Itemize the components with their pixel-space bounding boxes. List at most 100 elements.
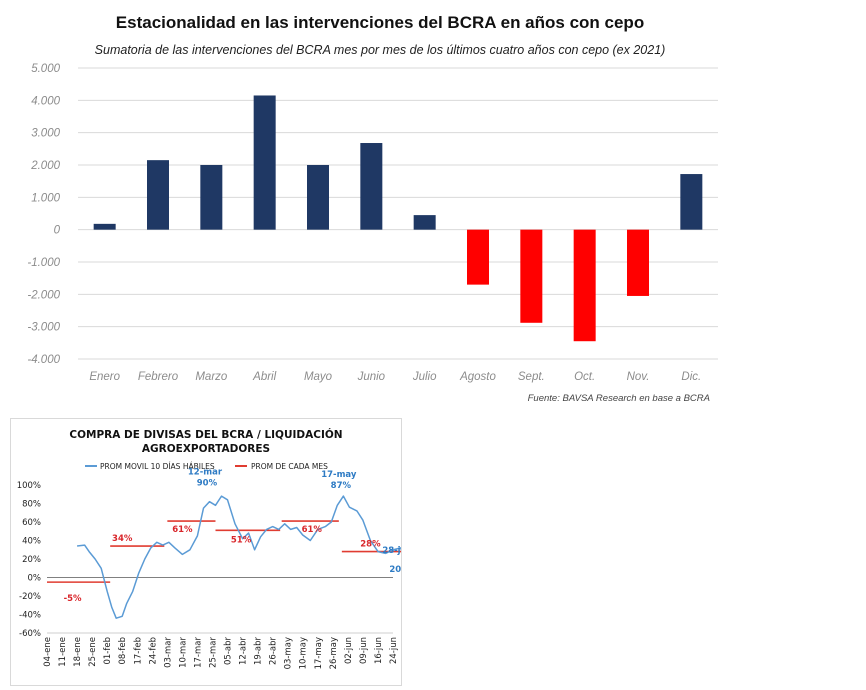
chart2-x-tick-label: 25-ene — [88, 637, 98, 667]
chart2-x-tick-label: 04-ene — [43, 637, 53, 667]
bar-junio — [360, 143, 383, 230]
monthly-average-label: 34% — [112, 534, 133, 544]
bar-abril — [253, 95, 276, 230]
chart2-x-tick-label: 05-abr — [224, 636, 234, 664]
chart1-y-tick-label: 2.000 — [30, 160, 60, 172]
chart2-y-tick-label: 60% — [22, 518, 41, 528]
line-chart-panel: COMPRA DE DIVISAS DEL BCRA / LIQUIDACIÓN… — [10, 418, 402, 686]
chart1-grid — [78, 67, 718, 360]
chart2-x-tick-label: 18-ene — [73, 637, 83, 667]
bar-febrero — [147, 160, 169, 230]
chart2-x-tick-label: 12-abr — [239, 636, 249, 664]
chart1-x-tick-label: Enero — [89, 371, 120, 383]
bar-sept — [520, 229, 543, 323]
chart1-x-tick-label: Abril — [252, 371, 276, 383]
chart2-x-tick-label: 03-mar — [163, 637, 173, 668]
chart1-y-tick-label: -3.000 — [27, 322, 60, 334]
chart1-x-tick-label: Junio — [357, 371, 386, 383]
chart2-x-tick-label: 26-abr — [269, 636, 279, 664]
bar-julio — [413, 215, 436, 230]
chart2-x-tick-label: 03-may — [284, 637, 294, 669]
chart2-monthly-average-segments — [47, 520, 401, 583]
chart2-moving-average-series — [77, 495, 401, 619]
chart2-x-tick-label: 24-feb — [148, 637, 158, 665]
peak-annotation-date: 28-jun — [382, 546, 401, 556]
chart1-x-tick-label: Febrero — [138, 371, 179, 383]
chart1-y-axis: 5.000 4.000 3.000 2.000 1.000 0 -1.000 -2.000 -3… — [27, 63, 60, 366]
chart2-y-tick-label: 100% — [17, 481, 41, 491]
chart2-x-tick-label: 17-may — [314, 637, 324, 669]
monthly-average-label: 61% — [302, 525, 323, 535]
chart1-x-tick-label: Oct. — [574, 371, 595, 383]
chart2-title-line2: AGROEXPORTADORES — [142, 443, 270, 455]
bar-oct — [573, 229, 596, 342]
chart2-title-line1: COMPRA DE DIVISAS DEL BCRA / LIQUIDACIÓN — [69, 428, 342, 441]
chart2-y-tick-label: -60% — [19, 629, 41, 639]
chart1-y-tick-label: -1.000 — [27, 257, 60, 269]
chart2-y-tick-label: -40% — [19, 611, 41, 621]
chart2-x-tick-label: 19-abr — [254, 636, 264, 664]
chart2-y-tick-label: 80% — [22, 500, 41, 510]
chart1-bars — [93, 95, 703, 342]
chart2-x-tick-label: 25-mar — [208, 637, 218, 668]
chart1-subtitle: Sumatoria de las intervenciones del BCRA… — [95, 43, 666, 57]
chart1-title: Estacionalidad en las intervenciones del… — [116, 13, 644, 32]
chart1-x-tick-label: Marzo — [195, 371, 228, 383]
chart1-y-tick-label: -4.000 — [27, 354, 60, 366]
chart2-y-tick-label: 40% — [22, 537, 41, 547]
line-chart-bcra-purchases: COMPRA DE DIVISAS DEL BCRA / LIQUIDACIÓN… — [17, 428, 401, 669]
monthly-average-label: -5% — [64, 594, 82, 604]
bar-nov — [627, 229, 649, 296]
bar-chart-seasonality: Estacionalidad en las intervenciones del… — [27, 13, 718, 404]
chart1-y-tick-label: -2.000 — [27, 289, 60, 301]
chart2-y-axis: 100% 80% 60% 40% 20% 0% -20% -40% -60% — [17, 481, 41, 639]
chart1-x-axis: Enero Febrero Marzo Abril Mayo Junio Julio Agos… — [89, 371, 701, 383]
bar-mayo — [307, 165, 329, 230]
chart2-x-tick-label: 09-jun — [359, 637, 369, 664]
chart2-x-tick-label: 17-feb — [133, 637, 143, 665]
chart1-y-tick-label: 3.000 — [31, 128, 60, 140]
chart2-x-tick-label: 17-mar — [193, 637, 203, 668]
peak-annotation-value: 20% — [389, 565, 401, 575]
chart2-x-tick-label: 08-feb — [118, 637, 128, 665]
monthly-average-label: 61% — [172, 525, 193, 535]
chart1-x-tick-label: Sept. — [518, 371, 545, 383]
moving-average-line — [77, 495, 401, 619]
chart1-x-tick-label: Mayo — [304, 371, 333, 383]
legend-label-monthly-average: PROM DE CADA MES — [251, 462, 328, 471]
monthly-average-label: 51% — [231, 535, 252, 545]
chart2-x-axis: 04-ene 11-ene 18-ene 25-ene 01-feb 08-feb 17-f… — [43, 636, 399, 669]
bar-enero — [93, 223, 116, 230]
chart2-x-tick-label: 01-feb — [103, 637, 113, 665]
chart1-y-tick-label: 0 — [54, 225, 61, 237]
chart2-y-tick-label: 0% — [28, 574, 42, 584]
bar-marzo — [200, 165, 223, 230]
peak-annotation-date: 17-may — [321, 470, 357, 480]
chart2-x-tick-label: 16-jun — [374, 637, 384, 664]
chart2-x-tick-label: 10-mar — [178, 637, 188, 668]
peak-annotation-value: 90% — [197, 478, 218, 488]
chart1-x-tick-label: Dic. — [681, 371, 701, 383]
bar-agosto — [467, 229, 489, 285]
chart1-x-tick-label: Nov. — [627, 371, 650, 383]
chart2-x-tick-label: 26-may — [329, 637, 339, 669]
legend-label-moving-average: PROM MOVIL 10 DÍAS HÁBILES — [100, 462, 215, 471]
chart2-y-tick-label: 20% — [22, 555, 41, 565]
bar-dic — [680, 174, 703, 230]
chart2-legend: PROM MOVIL 10 DÍAS HÁBILES PROM DE CADA … — [85, 462, 328, 471]
chart2-x-tick-label: 11-ene — [58, 637, 68, 667]
monthly-average-label: 28% — [360, 540, 381, 550]
chart2-axes — [47, 577, 393, 634]
chart1-x-tick-label: Julio — [412, 371, 437, 383]
chart1-y-tick-label: 4.000 — [31, 95, 60, 107]
chart2-y-tick-label: -20% — [19, 592, 41, 602]
peak-annotation-value: 87% — [331, 481, 352, 491]
peak-annotation-date: 12-mar — [188, 467, 223, 477]
chart2-x-tick-label: 10-may — [299, 637, 309, 669]
chart1-source: Fuente: BAVSA Research en base a BCRA — [528, 393, 710, 404]
chart2-x-tick-label: 24-jun — [389, 637, 399, 664]
chart1-y-tick-label: 5.000 — [31, 63, 60, 75]
chart1-y-tick-label: 1.000 — [31, 192, 60, 204]
chart1-x-tick-label: Agosto — [459, 371, 496, 383]
